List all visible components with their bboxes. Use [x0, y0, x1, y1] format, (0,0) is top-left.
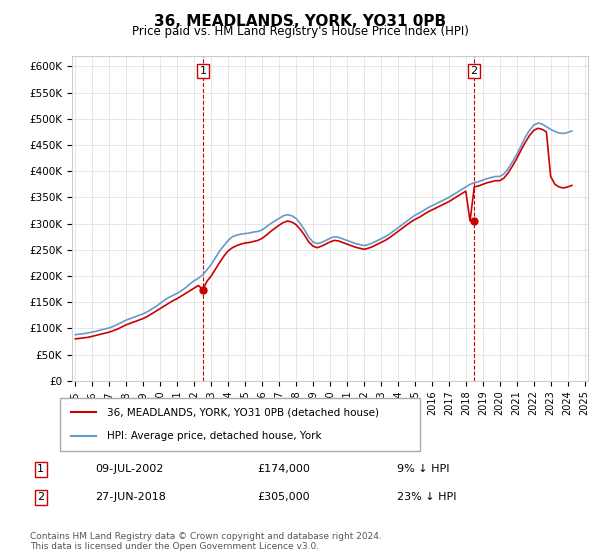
Text: 9% ↓ HPI: 9% ↓ HPI: [397, 464, 450, 474]
Text: 36, MEADLANDS, YORK, YO31 0PB: 36, MEADLANDS, YORK, YO31 0PB: [154, 14, 446, 29]
Text: 1: 1: [37, 464, 44, 474]
Text: £305,000: £305,000: [257, 492, 310, 502]
Text: 27-JUN-2018: 27-JUN-2018: [95, 492, 166, 502]
Text: 2: 2: [470, 66, 478, 76]
Text: £174,000: £174,000: [257, 464, 310, 474]
Text: 1: 1: [200, 66, 206, 76]
Text: Price paid vs. HM Land Registry's House Price Index (HPI): Price paid vs. HM Land Registry's House …: [131, 25, 469, 38]
Text: HPI: Average price, detached house, York: HPI: Average price, detached house, York: [107, 431, 322, 441]
Text: 36, MEADLANDS, YORK, YO31 0PB (detached house): 36, MEADLANDS, YORK, YO31 0PB (detached …: [107, 408, 379, 418]
Text: 2: 2: [37, 492, 44, 502]
FancyBboxPatch shape: [60, 398, 420, 451]
Text: 09-JUL-2002: 09-JUL-2002: [95, 464, 163, 474]
Text: 23% ↓ HPI: 23% ↓ HPI: [397, 492, 457, 502]
Text: Contains HM Land Registry data © Crown copyright and database right 2024.
This d: Contains HM Land Registry data © Crown c…: [30, 532, 382, 552]
